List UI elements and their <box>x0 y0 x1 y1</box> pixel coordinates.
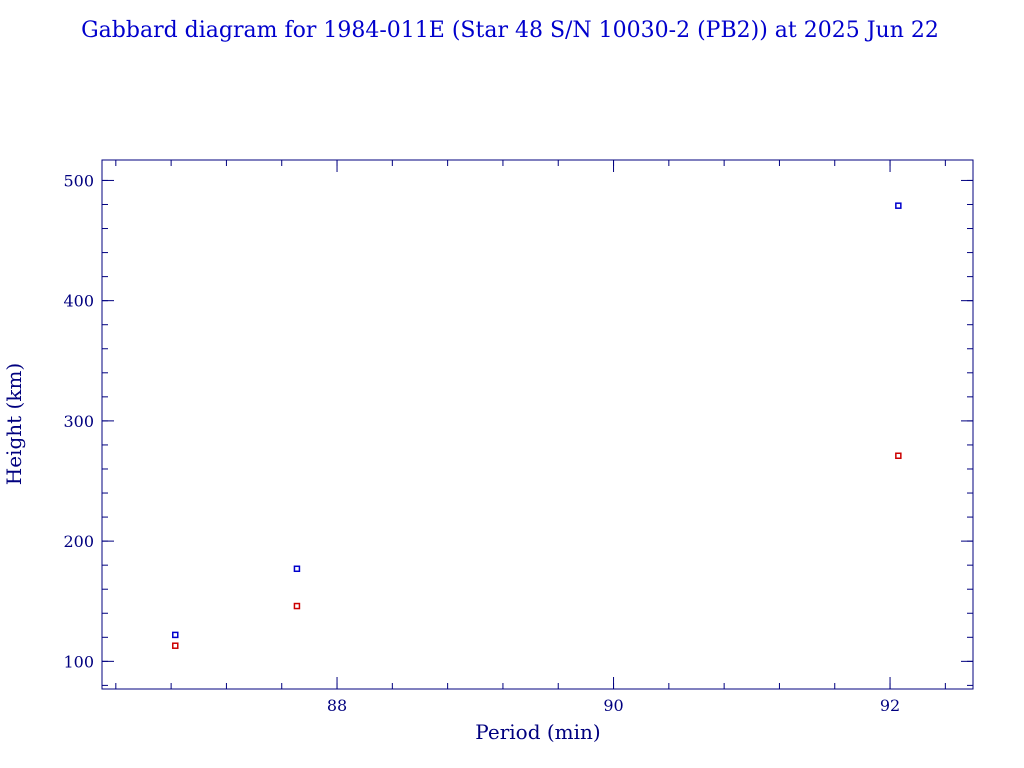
y-axis-tick-labels: 100 200 300 400 500 <box>63 171 94 671</box>
data-points <box>172 202 902 649</box>
y-axis-ticks <box>102 179 973 686</box>
data-point-series-1 <box>895 202 902 209</box>
data-point-series-2 <box>895 452 902 460</box>
y-tick-label: 100 <box>63 652 94 671</box>
y-tick-label: 500 <box>63 171 94 190</box>
x-tick-label: 90 <box>603 696 623 715</box>
y-axis-label: Height (km) <box>2 363 26 485</box>
data-point-series-2 <box>293 602 301 610</box>
chart-title: Gabbard diagram for 1984-011E (Star 48 S… <box>81 18 939 43</box>
y-tick-label: 200 <box>63 532 94 551</box>
y-tick-label: 300 <box>63 412 94 431</box>
data-point-series-1 <box>172 631 179 639</box>
x-axis-tick-labels: 88 90 92 <box>327 696 900 715</box>
x-tick-label: 88 <box>327 696 347 715</box>
data-point-series-1 <box>293 565 301 573</box>
x-tick-label: 92 <box>880 696 900 715</box>
y-tick-label: 400 <box>63 292 94 311</box>
data-point-series-2 <box>172 642 179 649</box>
x-axis-label: Period (min) <box>475 720 600 744</box>
x-axis-ticks <box>115 160 946 689</box>
plot-frame <box>101 159 974 690</box>
